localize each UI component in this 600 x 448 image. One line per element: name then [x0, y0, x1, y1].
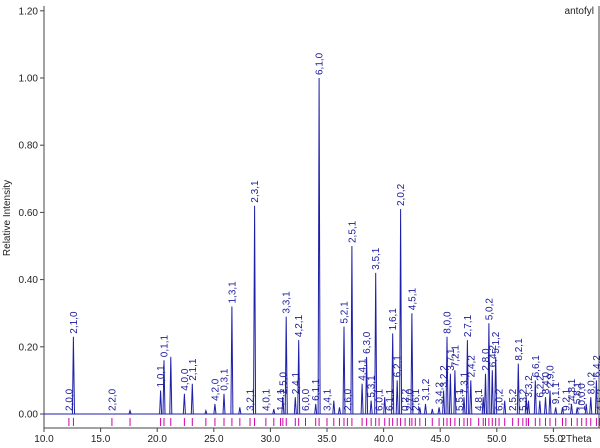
peak-label: 6,1,1	[311, 378, 322, 401]
peak-label: 6,0,2	[495, 388, 506, 411]
peak-label: 3,3,1	[282, 291, 293, 314]
peak-label: 3,1,2	[421, 378, 432, 401]
peak-label: 2,6,0	[343, 388, 354, 411]
peak-label: 2,5,1	[347, 220, 358, 243]
peak-label: 9,1,1	[551, 382, 562, 405]
peak-label: 2,5,0	[278, 372, 289, 395]
peak-label: 3,5,1	[371, 247, 382, 270]
peak-label: 9,2,1	[561, 388, 572, 411]
peak-label: 2,0,2	[396, 183, 407, 206]
peak-label: 2,1,0	[69, 311, 80, 334]
peak-label: 7,3,1	[460, 372, 471, 395]
x-tick-label: 10.0	[34, 434, 54, 445]
y-ticks: 0.00 0.20 0.40 0.60 0.80 1.00 1.20	[19, 6, 44, 421]
peak-label: 3,2,2	[439, 365, 450, 388]
x-tick-label: 35.0	[317, 434, 337, 445]
peak-label: 2,0,0	[64, 388, 75, 411]
peak-label: 6,4,2	[592, 355, 600, 378]
peak-label: 6,2,2	[535, 375, 546, 398]
peak-label: 1,3,1	[227, 281, 238, 304]
peak-label: 8,4,0	[541, 372, 552, 395]
peak-label: 3,4,2	[435, 382, 446, 405]
peak-label: 6,3,0	[362, 331, 373, 354]
peak-label: 6,2,1	[393, 355, 404, 378]
y-tick-label: 0.20	[19, 342, 39, 353]
x-tick-label: 30.0	[261, 434, 281, 445]
peak-label: 3,2,1	[246, 388, 257, 411]
x-tick-label: 40.0	[374, 434, 394, 445]
x-axis-label: 2Theta	[560, 434, 592, 445]
peak-label: 2,3,1	[250, 180, 261, 203]
peak-label: 1,0,1	[156, 365, 167, 388]
peak-label: 2,8,0	[481, 348, 492, 371]
peak-label: 3,3,2	[524, 375, 535, 398]
peak-label: 5,3,2	[518, 388, 529, 411]
reflection-markers	[68, 418, 600, 426]
peak-label: 8,0,2	[586, 372, 597, 395]
peak-label: 2,4,1	[291, 372, 302, 395]
peak-label: 1,4,1	[276, 388, 287, 411]
peak-label: 3,4,1	[323, 388, 334, 411]
peak-label: 5,0,2	[484, 298, 495, 321]
peak-label: 2,7,1	[463, 314, 474, 337]
x-ticks: 10.0 15.0 20.0 25.0 30.0 35.0 40.0 45.0 50.0 55.0	[34, 428, 564, 445]
x-tick-label: 45.0	[430, 434, 450, 445]
peak-label: 6,1,1	[385, 388, 396, 411]
diffraction-pattern-line	[44, 77, 600, 415]
peak-label: 4,6,2	[595, 388, 600, 411]
y-tick-label: 0.60	[19, 208, 39, 219]
peak-label: 2,4,2	[466, 355, 477, 378]
peak-label: 2,2,0	[107, 388, 118, 411]
peak-label: 4,8,1	[567, 378, 578, 401]
peak-label: 2,5,2	[508, 388, 519, 411]
x-tick-label: 20.0	[147, 434, 167, 445]
peak-label: 4,0,0	[180, 368, 191, 391]
y-tick-label: 0.80	[19, 141, 39, 152]
axes	[43, 6, 600, 429]
peak-label: 5,1,2	[491, 331, 502, 354]
peak-label: 4,4,1	[358, 358, 369, 381]
peak-label: 4,8,1	[474, 388, 485, 411]
x-tick-label: 25.0	[204, 434, 224, 445]
peak-labels: 2,0,0 2,1,0 2,2,0 1,0,1 0,1,1 4,0,02,1,1 4,2,0…	[64, 52, 600, 411]
peak-label: 8,2,1	[514, 338, 525, 361]
peak-label: 5,8,1	[573, 382, 584, 405]
peak-label: 6,0,0	[301, 388, 312, 411]
chart-title: antofyl	[565, 6, 594, 17]
peak-label: 5,3,1	[367, 375, 378, 398]
y-tick-label: 1.00	[19, 74, 39, 85]
x-tick-label: 55.0	[544, 434, 564, 445]
y-tick-label: 0.40	[19, 275, 39, 286]
peak-label: 2,1,1	[188, 358, 199, 381]
y-tick-label: 0.00	[19, 410, 39, 421]
peak-label: 10,0,0	[577, 383, 588, 411]
y-tick-label: 1.20	[19, 6, 39, 17]
peak-label: 3,7,1	[446, 348, 457, 371]
peak-label: 6,4,2	[488, 345, 499, 368]
peak-label: 6,0,1	[375, 388, 386, 411]
peak-label: 0,3,1	[220, 368, 231, 391]
peak-label: 4,5,1	[407, 288, 418, 311]
peak-label: 6,6,1	[531, 355, 542, 378]
peak-label: 2,6,1	[411, 388, 422, 411]
peak-label: 4,0,1	[261, 388, 272, 411]
peak-label: 6,1,0	[315, 52, 326, 75]
peak-label: 7,2,1	[450, 345, 461, 368]
peak-label: 4,2,0	[210, 378, 221, 401]
peak-label: 0,1,1	[160, 335, 171, 358]
peak-label: 1,6,1	[388, 308, 399, 331]
peak-label: 0,2,2	[401, 388, 412, 411]
peak-label: 4,2,1	[294, 314, 305, 337]
peak-label: 2,9,0	[546, 365, 557, 388]
peak-label: 5,5,1	[455, 388, 466, 411]
peak-label: 5,2,1	[340, 301, 351, 324]
y-axis-label: Relative Intensity	[2, 180, 13, 256]
peak-label: 8,0,0	[443, 311, 454, 334]
x-tick-label: 15.0	[91, 434, 111, 445]
x-tick-label: 50.0	[487, 434, 507, 445]
peak-label: 2,7,0	[405, 388, 416, 411]
